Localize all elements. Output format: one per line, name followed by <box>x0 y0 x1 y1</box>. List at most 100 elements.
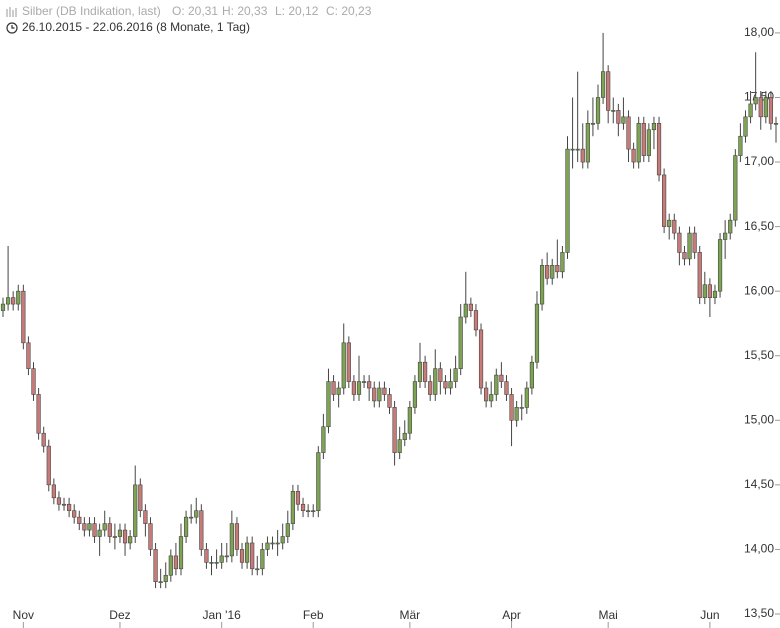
candle-body <box>646 129 651 156</box>
candle-body <box>26 342 31 369</box>
candle-body <box>61 503 67 506</box>
candle-body <box>555 265 560 273</box>
candle-body <box>611 110 616 112</box>
candle-body <box>72 510 77 518</box>
candle-body <box>458 316 463 369</box>
candle-body <box>763 97 768 118</box>
candle-body <box>489 394 494 402</box>
candle-body <box>11 297 16 305</box>
candle-body <box>463 303 468 318</box>
candle-body <box>31 368 36 395</box>
candle-body <box>41 432 46 447</box>
candle-body <box>275 542 280 545</box>
candle-body <box>550 265 555 279</box>
candle-body <box>117 529 123 537</box>
candle-body <box>590 123 596 125</box>
candle-body <box>326 381 331 428</box>
chart-subtitle: 26.10.2015 - 22.06.2016 (8 Monate, 1 Tag… <box>22 20 250 34</box>
y-tick-label: 15,00 <box>744 412 774 426</box>
candle-body <box>656 123 662 176</box>
candle-body <box>682 252 687 260</box>
candle-body <box>728 219 733 234</box>
candle-body <box>422 361 428 382</box>
quote-low: L: 20,12 <box>275 4 319 18</box>
candle-body <box>473 310 479 331</box>
candle-body <box>392 407 397 453</box>
candle-body <box>178 536 184 570</box>
candle-body <box>331 381 336 395</box>
candle-body <box>245 542 250 563</box>
y-tick-label: 15,50 <box>744 348 774 362</box>
candle-body <box>697 252 702 298</box>
candle-body <box>387 394 392 408</box>
candle-body <box>692 232 697 253</box>
candle-body <box>87 523 92 531</box>
candle-body <box>514 407 519 421</box>
candle-body <box>570 148 575 151</box>
clock-hands <box>11 25 15 29</box>
candle-body <box>255 568 260 571</box>
y-tick-label: 14,50 <box>744 477 774 491</box>
candle-body <box>173 555 179 570</box>
y-tick-label: 18,00 <box>744 25 774 39</box>
candle-body <box>504 381 509 395</box>
candle-body <box>402 432 407 440</box>
candle-body <box>636 123 641 163</box>
candle-body <box>82 523 87 531</box>
candle-body <box>204 549 209 563</box>
candle-body <box>316 452 321 511</box>
x-tick-label: Nov <box>13 608 34 622</box>
y-tick-label: 16,00 <box>744 283 774 297</box>
candle-body <box>545 265 550 279</box>
candle-body <box>509 394 514 421</box>
candle-body <box>560 252 565 273</box>
candle-body <box>341 342 346 389</box>
candle-body <box>148 523 153 550</box>
candle-body <box>712 290 718 298</box>
candle-body <box>107 523 112 537</box>
candle-body <box>265 542 270 550</box>
x-tick-label: Jan '16 <box>203 608 242 622</box>
x-tick-label: Jun <box>700 608 719 622</box>
candle-body <box>67 503 72 511</box>
candle-body <box>468 303 473 311</box>
y-tick-label: 16,50 <box>744 219 774 233</box>
candle-body <box>158 581 163 584</box>
candle-body <box>372 387 377 402</box>
y-tick-label: 13,50 <box>744 606 774 620</box>
candle-body <box>300 503 306 511</box>
candle-body <box>377 387 382 402</box>
candle-body <box>595 97 601 124</box>
candle-body <box>128 536 133 544</box>
candle-body <box>234 523 240 550</box>
candle-body <box>214 562 219 564</box>
candle-body <box>97 529 102 537</box>
candle-body <box>77 516 82 524</box>
candle-body <box>753 97 758 105</box>
candle-body <box>367 381 372 389</box>
candle-body <box>539 265 545 305</box>
candle-body <box>16 290 21 305</box>
candle-body <box>748 103 753 118</box>
candle-body <box>428 381 433 395</box>
candle-body <box>585 123 590 163</box>
candle-body <box>239 549 245 563</box>
candle-body <box>616 110 621 124</box>
candle-body <box>626 116 631 150</box>
candle-body <box>143 510 148 524</box>
candle-body <box>499 374 504 382</box>
candle-body <box>687 232 692 260</box>
candle-body <box>484 387 489 402</box>
candle-body <box>194 510 199 518</box>
quote-high: H: 20,33 <box>222 4 268 18</box>
candle-body <box>361 381 367 383</box>
candle-body <box>443 381 448 389</box>
candle-body <box>494 374 499 395</box>
candle-body <box>534 303 540 363</box>
header: Silber (DB Indikation, last) O: 20,31 H:… <box>6 4 372 34</box>
candle-body <box>5 297 11 305</box>
candle-body <box>224 555 229 558</box>
candle-body <box>336 387 341 395</box>
candle-body <box>311 510 316 512</box>
